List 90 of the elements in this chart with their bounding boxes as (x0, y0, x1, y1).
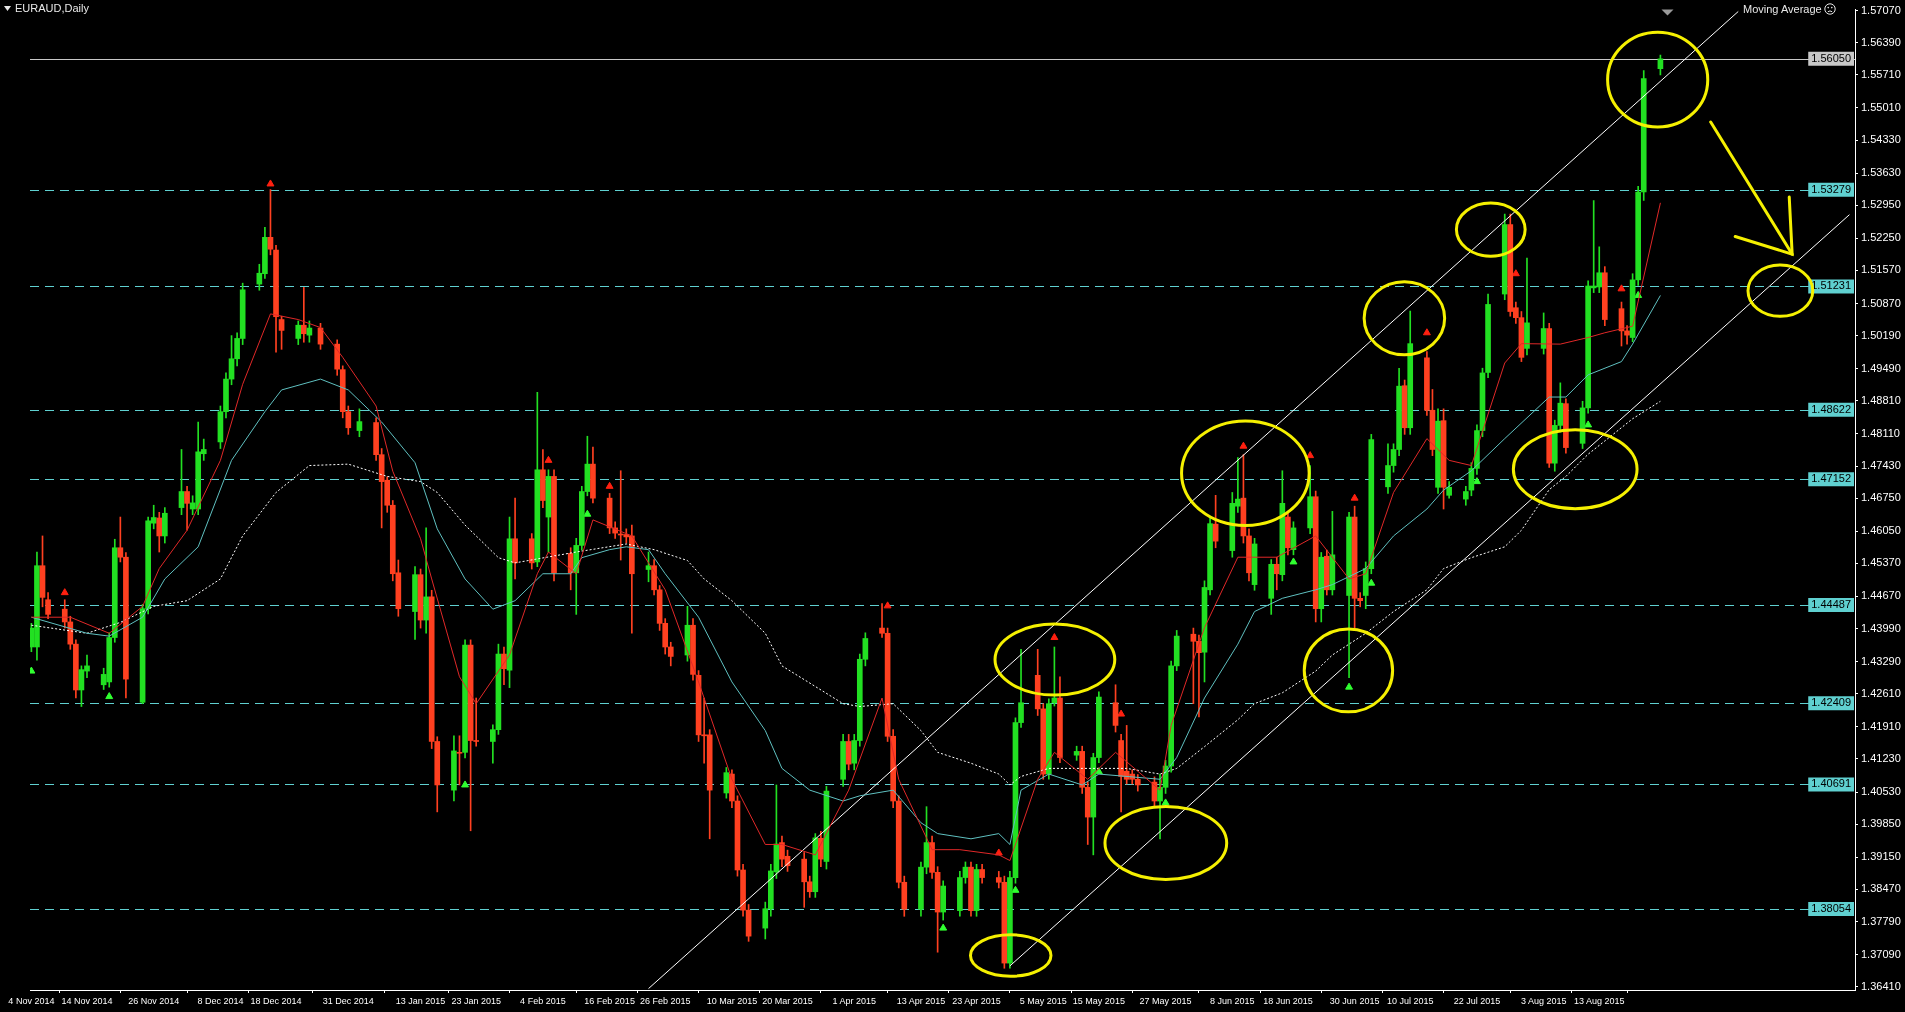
y-tick-label: 1.43990 (1861, 621, 1901, 634)
y-tick-label: 1.46050 (1861, 524, 1901, 537)
x-tick-label: 15 May 2015 (1072, 995, 1125, 1006)
x-tick-label: 16 Feb 2015 (584, 995, 635, 1006)
y-tick-label: 1.36410 (1861, 979, 1901, 992)
point (605, 481, 614, 489)
x-tick-label: 31 Dec 2014 (322, 995, 374, 1006)
x-tick-label: 26 Feb 2015 (639, 995, 691, 1006)
x-tick-label: 1 Apr 2015 (832, 995, 877, 1006)
ref-line-label: 1.44487 (1811, 598, 1851, 611)
point (266, 179, 275, 187)
y-tick-label: 1.39850 (1861, 817, 1901, 830)
point (1161, 798, 1170, 806)
x-tick-label: 23 Jan 2015 (451, 995, 501, 1006)
ref-line-label: 1.53279 (1811, 182, 1851, 195)
y-tick-label: 1.52950 (1861, 198, 1901, 211)
annotation: Moving Average (1743, 3, 1822, 15)
x-tick-label: 13 Apr 2015 (896, 995, 946, 1006)
x-tick-label: 3 Aug 2015 (1520, 995, 1567, 1006)
y-tick-label: 1.48110 (1861, 426, 1900, 439)
x-tick-label: 13 Jan 2015 (395, 995, 446, 1006)
point (1345, 682, 1354, 690)
y-tick-label: 1.42610 (1861, 686, 1901, 699)
y-tick-label: 1.49490 (1861, 361, 1901, 374)
y-tick-label: 1.50190 (1861, 328, 1901, 341)
x-tick-label: 26 Nov 2014 (128, 995, 180, 1006)
y-tick-label: 1.37090 (1861, 947, 1901, 960)
point (883, 601, 892, 609)
point (1584, 420, 1593, 428)
x-tick-label: 22 Jul 2015 (1453, 995, 1501, 1006)
point (1617, 284, 1626, 292)
ref-line-label: 1.56050 (1811, 51, 1851, 64)
point (1289, 557, 1298, 565)
x-tick-label: 18 Jun 2015 (1263, 995, 1313, 1006)
x-tick-label: 8 Jun 2015 (1210, 995, 1255, 1006)
point (1050, 633, 1059, 641)
y-tick-label: 1.43290 (1861, 654, 1901, 667)
y-tick-label: 1.37790 (1861, 914, 1901, 927)
ref-line-label: 1.48622 (1811, 402, 1851, 415)
x-tick-label: 10 Mar 2015 (706, 995, 758, 1006)
y-tick-label: 1.45370 (1861, 556, 1901, 569)
y-tick-label: 1.55710 (1861, 67, 1901, 80)
y-tick-label: 1.55010 (1861, 100, 1901, 113)
ref-line-label: 1.47152 (1811, 472, 1851, 485)
x-tick-label: 27 May 2015 (1139, 995, 1192, 1006)
y-tick-label: 1.56390 (1861, 35, 1901, 48)
y-tick-label: 1.54330 (1861, 133, 1901, 146)
point (105, 692, 114, 700)
x-tick-label: 18 Dec 2014 (250, 995, 302, 1006)
point (1011, 885, 1020, 893)
point (583, 509, 592, 517)
point (939, 923, 948, 931)
x-tick-label: 14 Nov 2014 (61, 995, 113, 1006)
point (461, 780, 470, 788)
y-tick-label: 1.47430 (1861, 459, 1901, 472)
y-tick-label: 1.50870 (1861, 296, 1901, 309)
y-tick-label: 1.38470 (1861, 882, 1901, 895)
x-tick-label: 4 Feb 2015 (520, 995, 566, 1006)
y-tick-label: 1.53630 (1861, 166, 1901, 179)
y-tick-label: 1.40530 (1861, 785, 1901, 798)
x-tick-label: 10 Jul 2015 (1386, 995, 1434, 1006)
y-tick-label: 1.48810 (1861, 393, 1901, 406)
y-tick-label: 1.52250 (1861, 231, 1901, 244)
ref-line-label: 1.38054 (1811, 902, 1851, 915)
point (1422, 328, 1431, 336)
point (1350, 493, 1359, 501)
y-tick-label: 1.46750 (1861, 491, 1901, 504)
point (1117, 709, 1126, 717)
x-tick-label: 13 Aug 2015 (1573, 995, 1625, 1006)
y-tick-label: 1.41910 (1861, 719, 1901, 732)
point (544, 455, 553, 463)
ref-line-label: 1.40691 (1811, 777, 1851, 790)
y-tick-label: 1.41230 (1861, 751, 1901, 764)
x-tick-label: 5 May 2015 (1019, 995, 1067, 1006)
x-tick-label: 20 Mar 2015 (762, 995, 813, 1006)
point (1239, 441, 1248, 449)
y-tick-label: 1.44670 (1861, 589, 1901, 602)
ref-line-label: 1.42409 (1811, 696, 1851, 709)
x-tick-label: 8 Dec 2014 (197, 995, 244, 1006)
x-tick-label: 30 Jun 2015 (1329, 995, 1380, 1006)
y-tick-label: 1.39150 (1861, 850, 1901, 863)
point (60, 588, 69, 596)
point (1306, 451, 1315, 459)
point (1367, 578, 1376, 586)
x-tick-label: 4 Nov 2014 (8, 995, 55, 1006)
y-tick-label: 1.51570 (1861, 263, 1901, 276)
candlestick (300, 287, 307, 343)
y-tick-label: 1.57070 (1861, 3, 1901, 16)
chart-title: EURAUD,Daily (15, 2, 89, 14)
x-tick-label: 23 Apr 2015 (952, 995, 1001, 1006)
